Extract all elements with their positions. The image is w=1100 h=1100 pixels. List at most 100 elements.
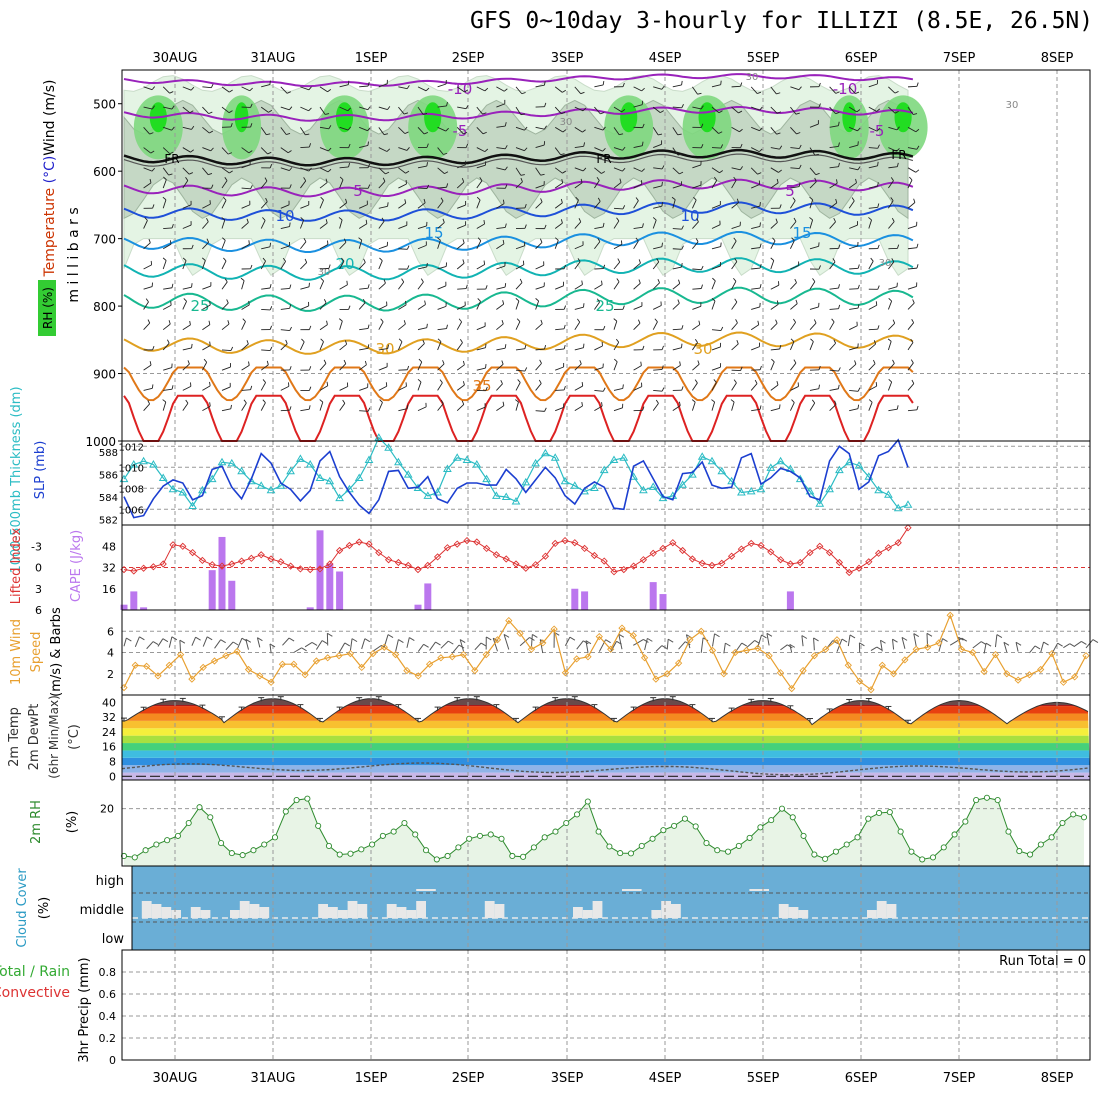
thickness-point	[325, 476, 335, 485]
rh2m-point	[336, 851, 343, 858]
wind10m-speed-point	[584, 653, 592, 661]
wind-barb-flag	[386, 148, 391, 152]
axis-label-part: SLP (mb)	[33, 441, 48, 500]
wind-barb	[260, 402, 266, 411]
isotherm-label: -10	[833, 80, 858, 98]
wind10m-speed-point	[720, 670, 728, 678]
wind10m-speed-point	[765, 652, 773, 660]
thickness-point	[158, 473, 168, 481]
rh2m-tick-label: 20	[100, 803, 114, 816]
wind-barb	[319, 324, 328, 331]
wind-barb-flag	[838, 121, 840, 126]
wind10m-speed-point	[312, 657, 321, 665]
wind-barb-flag	[269, 284, 272, 289]
wind-barb-flag	[602, 222, 605, 227]
wind10m-barb	[678, 641, 686, 650]
wind-barb-flag	[183, 298, 187, 302]
lifted-index-point	[610, 568, 618, 576]
wind-barb	[476, 164, 486, 169]
wind10m-speed-point	[686, 636, 694, 644]
wind10m-speed-point	[799, 666, 807, 675]
wind10m-barb	[1029, 645, 1036, 654]
wind-barb	[319, 341, 324, 351]
wind-barb-flag	[638, 279, 641, 284]
lifted-index-point	[629, 562, 638, 570]
wind-barb	[417, 406, 427, 412]
wind-barb-flag	[652, 217, 657, 221]
axis-label: CAPE (J/kg)	[69, 530, 84, 602]
wind-barb-flag	[367, 127, 371, 131]
wind10m-speed-point	[539, 639, 547, 647]
lifted-index-point	[757, 541, 765, 550]
wind-barb	[515, 181, 523, 189]
wind-barb	[535, 84, 545, 88]
axis-label-part: (m/s)	[42, 79, 58, 120]
wind10m-barb-flag	[232, 641, 239, 646]
wind-barb-flag	[348, 143, 351, 148]
wind-barb-flag	[362, 298, 366, 303]
wind-barb	[378, 167, 386, 175]
axis-label: Temperature (°C)Wind (m/s)	[42, 79, 58, 277]
wind-barb	[182, 403, 189, 411]
rh2m-point	[466, 835, 473, 842]
wind10m-barb	[123, 637, 127, 647]
temp-tick-label: 0	[109, 770, 116, 783]
wind-barb-flag	[282, 257, 286, 262]
wind10m-barb	[492, 638, 498, 652]
wind-barb-flag	[790, 338, 795, 342]
wind-barb	[633, 386, 642, 391]
x-tick-label-bottom: 2SEP	[452, 1071, 485, 1086]
wind-barb-flag	[838, 244, 841, 249]
wind-barb-flag	[425, 87, 430, 92]
wind-barb	[163, 367, 172, 371]
wind-barb	[692, 363, 700, 371]
wind10m-speed-point	[335, 652, 343, 660]
axis-label: 1000-500mb Thickness (dm)	[9, 386, 24, 573]
wind-barb-flag	[561, 111, 566, 115]
wind-barb-flag	[637, 319, 641, 324]
wind-barb	[143, 182, 152, 189]
wind-barb	[888, 200, 894, 209]
wind10m-speed-point	[946, 611, 954, 619]
wind-barb-flag	[660, 110, 664, 114]
wind-barb-flag	[814, 177, 817, 182]
wind-barb	[868, 402, 873, 411]
wind-barb	[515, 382, 521, 391]
lifted-index-point	[600, 557, 608, 565]
wind-barb-flag	[208, 320, 211, 325]
wind10m-barb	[746, 640, 755, 649]
wind-barb-flag	[151, 86, 156, 90]
wind10m-barb-flag	[301, 647, 307, 652]
wind-barb	[417, 244, 427, 250]
wind-barb-flag	[581, 280, 583, 285]
rh2m-point	[606, 843, 613, 850]
wind-barb-flag	[446, 102, 448, 107]
lifted-index-point	[737, 545, 746, 553]
wind-barb	[417, 86, 427, 92]
rh-contour-label: 30	[560, 117, 573, 128]
wind-barb	[809, 167, 817, 175]
wind-barb-flag	[168, 320, 171, 325]
wind-barb	[770, 182, 779, 189]
thickness-point	[443, 464, 452, 472]
wind-barb-flag	[465, 143, 469, 148]
wind-barb	[829, 145, 839, 149]
wind-barb	[163, 126, 172, 131]
wind10m-speed-point	[889, 670, 898, 678]
wind-barb-flag	[759, 243, 762, 248]
wind-barb-flag	[642, 223, 644, 228]
wind-barb-flag	[910, 359, 914, 364]
rh2m-point	[239, 852, 246, 859]
wind10m-barb-flag	[913, 633, 920, 638]
cloud-middle-bar	[357, 904, 368, 918]
wind-barb	[653, 368, 663, 371]
wind-barb	[868, 343, 876, 351]
wind-barb	[574, 167, 584, 172]
wind-barb-flag	[203, 358, 208, 363]
wind-barb	[260, 147, 268, 155]
wind-barb	[711, 382, 717, 391]
wind-barb	[515, 348, 525, 351]
wind-barb-flag	[347, 80, 350, 85]
wind-barb	[633, 305, 643, 310]
